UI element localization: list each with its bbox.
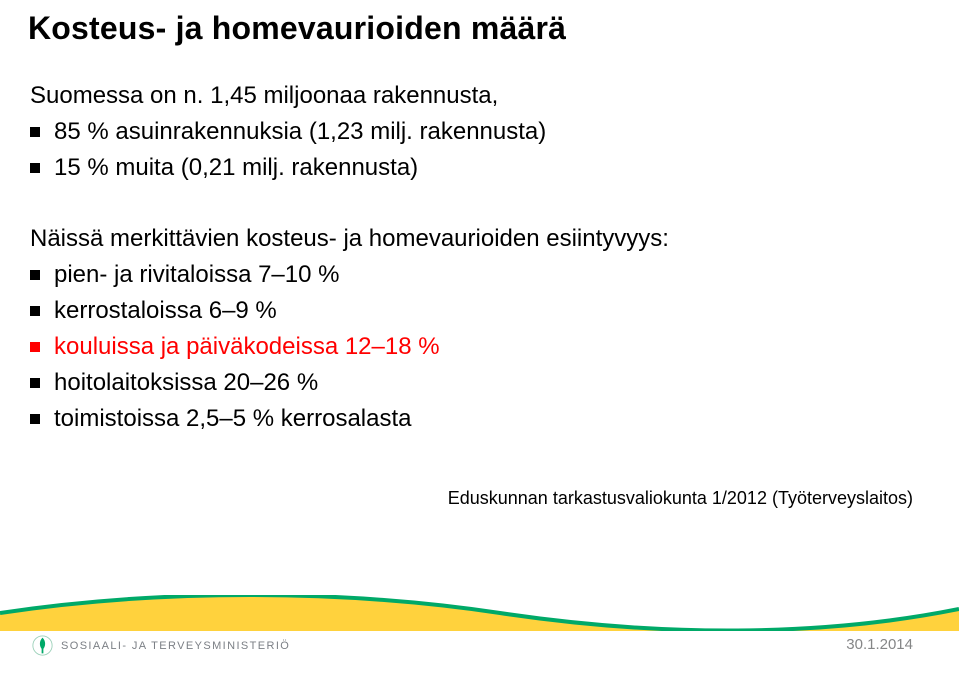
bullet-bottom-3-highlight: kouluissa ja päiväkodeissa 12–18 % xyxy=(30,333,440,361)
ministry-logo: SOSIAALI- JA TERVEYSMINISTERIÖ xyxy=(32,635,290,656)
footer-wave-graphic xyxy=(0,595,959,631)
bullet-top-1: 85 % asuinrakennuksia (1,23 milj. rakenn… xyxy=(30,118,546,146)
bullet-text: 15 % muita (0,21 milj. rakennusta) xyxy=(54,154,418,181)
bullet-icon xyxy=(30,306,40,316)
bullet-text: toimistoissa 2,5–5 % kerrosalasta xyxy=(54,405,412,432)
intro-line: Suomessa on n. 1,45 miljoonaa rakennusta… xyxy=(30,82,498,110)
bullet-text: pien- ja rivitaloissa 7–10 % xyxy=(54,261,339,288)
bullet-bottom-4: hoitolaitoksissa 20–26 % xyxy=(30,369,318,397)
bullet-text: 85 % asuinrakennuksia (1,23 milj. rakenn… xyxy=(54,118,546,145)
bullet-text: hoitolaitoksissa 20–26 % xyxy=(54,369,318,396)
bullet-bottom-5: toimistoissa 2,5–5 % kerrosalasta xyxy=(30,405,412,433)
logo-icon xyxy=(32,635,53,656)
logo-text: SOSIAALI- JA TERVEYSMINISTERIÖ xyxy=(61,640,290,652)
bullet-top-2: 15 % muita (0,21 milj. rakennusta) xyxy=(30,154,418,182)
bullet-text: kerrostaloissa 6–9 % xyxy=(54,297,277,324)
source-citation: Eduskunnan tarkastusvaliokunta 1/2012 (T… xyxy=(448,488,913,509)
page-title: Kosteus- ja homevaurioiden määrä xyxy=(28,10,566,47)
bullet-icon xyxy=(30,127,40,137)
subheading: Näissä merkittävien kosteus- ja homevaur… xyxy=(30,225,669,253)
bullet-icon xyxy=(30,270,40,280)
footer-date: 30.1.2014 xyxy=(846,636,913,653)
bullet-bottom-2: kerrostaloissa 6–9 % xyxy=(30,297,277,325)
bullet-icon xyxy=(30,342,40,352)
bullet-icon xyxy=(30,378,40,388)
bullet-icon xyxy=(30,163,40,173)
slide: Kosteus- ja homevaurioiden määrä Suomess… xyxy=(0,0,959,683)
bullet-icon xyxy=(30,414,40,424)
bullet-text: kouluissa ja päiväkodeissa 12–18 % xyxy=(54,333,440,360)
bullet-bottom-1: pien- ja rivitaloissa 7–10 % xyxy=(30,261,339,289)
